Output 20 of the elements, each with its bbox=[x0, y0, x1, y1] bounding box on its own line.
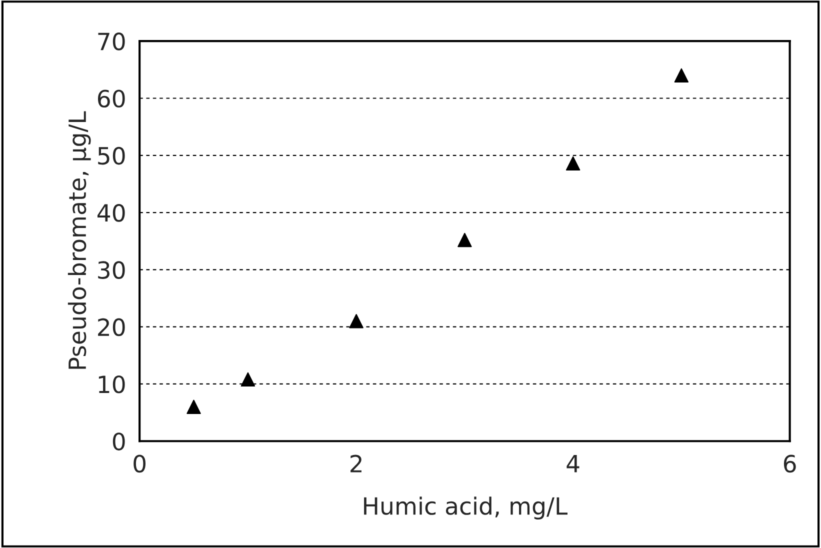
x-tick-label: 6 bbox=[784, 454, 796, 473]
y-tick-label: 0 bbox=[112, 432, 125, 450]
y-tick-label: 60 bbox=[98, 90, 125, 108]
y-tick-label: 10 bbox=[98, 375, 125, 394]
y-tick-label: 20 bbox=[98, 318, 125, 336]
point bbox=[674, 68, 689, 83]
y-tick-label: 50 bbox=[98, 146, 125, 165]
x-tick-label: 0 bbox=[134, 454, 146, 473]
point bbox=[349, 314, 364, 328]
point bbox=[458, 232, 472, 248]
y-axis-title: Pseudo-bromate, µg/L bbox=[68, 111, 91, 369]
x-axis-title: Humic acid, mg/L bbox=[364, 496, 568, 520]
point bbox=[566, 156, 580, 171]
y-tick-label: 40 bbox=[97, 204, 125, 222]
y-tick-label: 30 bbox=[98, 261, 125, 279]
point bbox=[240, 372, 256, 387]
x-tick-label: 2 bbox=[350, 454, 362, 472]
y-tick-label: 70 bbox=[98, 32, 125, 50]
point bbox=[186, 400, 201, 414]
x-tick-label: 4 bbox=[566, 455, 580, 472]
